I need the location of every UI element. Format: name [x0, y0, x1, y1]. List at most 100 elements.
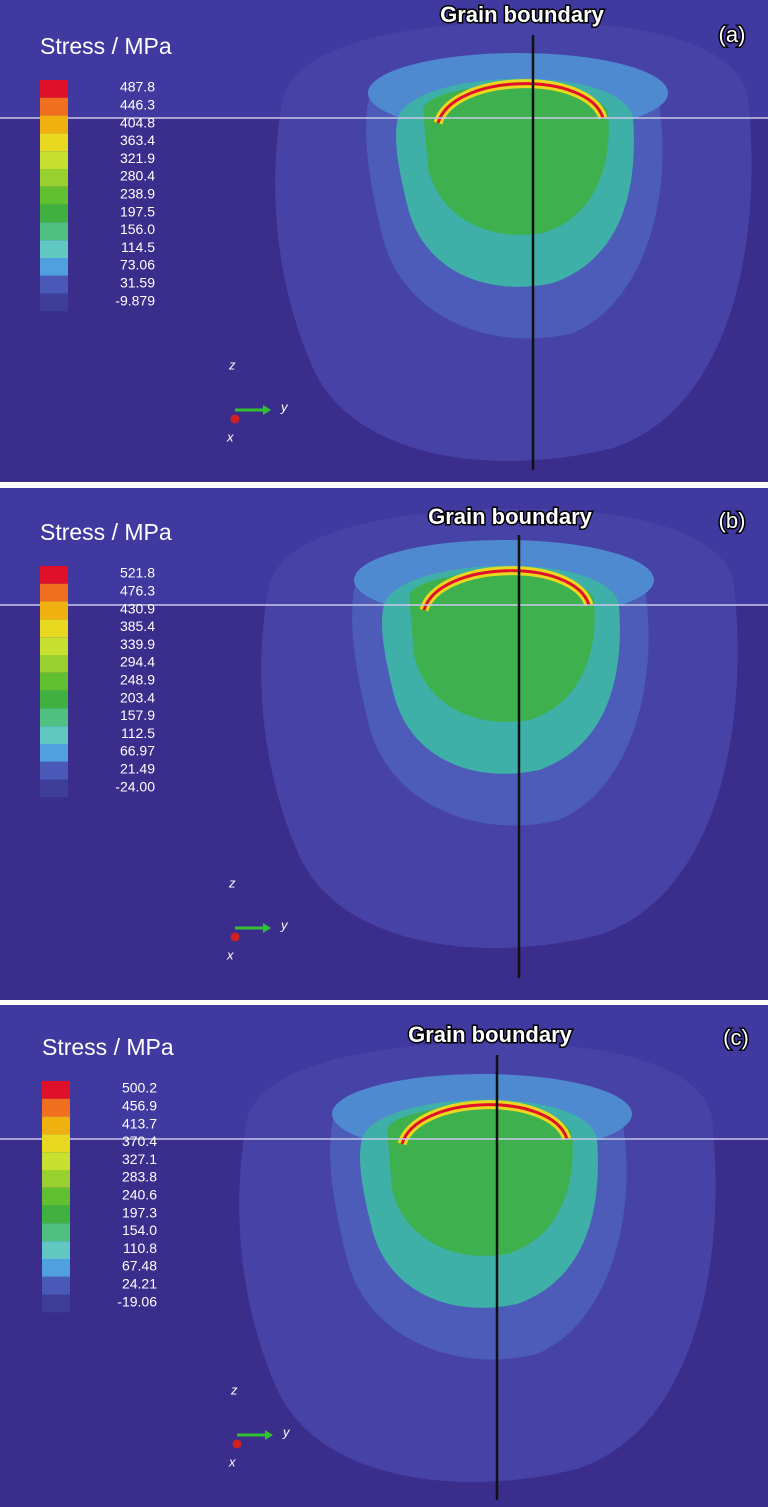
legend-swatch: [40, 204, 68, 223]
legend-swatch: [42, 1116, 70, 1135]
axis-arrowhead-y: [265, 1430, 273, 1440]
legend-value: 321.9: [120, 150, 155, 166]
legend-value: 446.3: [120, 97, 155, 113]
legend-swatch: [42, 1134, 70, 1153]
legend-swatch: [40, 672, 68, 691]
axis-z: z: [228, 875, 236, 890]
annotation: Grain boundary: [428, 504, 593, 529]
legend-swatch: [42, 1098, 70, 1117]
legend-title: Stress / MPa: [40, 519, 172, 545]
legend-swatch: [40, 186, 68, 205]
legend-value: 280.4: [120, 168, 155, 184]
legend-value: 31.59: [120, 275, 155, 291]
legend-swatch: [40, 258, 68, 276]
legend-swatch: [40, 151, 68, 169]
legend-value: 197.5: [120, 203, 155, 219]
legend-swatch: [42, 1241, 70, 1259]
legend-swatch: [40, 601, 68, 620]
legend-value: 413.7: [122, 1115, 157, 1131]
legend-swatch: [40, 690, 68, 709]
axis-dot-x: [232, 1439, 242, 1449]
axis-x: x: [226, 429, 234, 444]
annotation: Grain boundary: [440, 2, 605, 27]
legend-swatch: [40, 169, 68, 187]
legend-value: -19.06: [117, 1293, 157, 1309]
legend-value: 66.97: [120, 743, 155, 759]
legend-swatch: [40, 240, 68, 258]
legend-value: 500.2: [122, 1080, 157, 1096]
legend-value: 67.48: [122, 1258, 157, 1274]
axis-dot-x: [230, 932, 240, 942]
legend-value: 339.9: [120, 636, 155, 652]
axis-z: z: [230, 1382, 238, 1397]
legend-swatch: [40, 744, 68, 762]
legend-swatch: [40, 583, 68, 602]
panel: Grain boundary (a) Stress / MPa 487.8 446.34…: [0, 0, 768, 482]
annotation: Grain boundary: [408, 1022, 573, 1047]
axis-x: x: [228, 1454, 236, 1469]
legend-swatch: [40, 619, 68, 638]
legend-swatch: [42, 1294, 70, 1313]
legend-value: 197.3: [122, 1204, 157, 1220]
legend-value: 476.3: [120, 583, 155, 599]
legend-value: 156.0: [120, 221, 155, 237]
axis-y: y: [280, 917, 289, 932]
legend-swatch: [40, 726, 68, 744]
legend-swatch: [42, 1223, 70, 1242]
legend-title: Stress / MPa: [40, 33, 172, 59]
legend-value: 154.0: [122, 1222, 157, 1238]
legend-swatch: [40, 293, 68, 312]
legend-swatch: [42, 1259, 70, 1277]
legend-value: 404.8: [120, 114, 155, 130]
legend-swatch: [42, 1081, 70, 1099]
panel: Grain boundary (c) Stress / MPa 500.2 456.94…: [0, 1005, 768, 1507]
legend-swatch: [40, 708, 68, 727]
legend-value: 487.8: [120, 79, 155, 95]
legend-swatch: [40, 133, 68, 152]
legend-value: 203.4: [120, 689, 155, 705]
legend-value: 430.9: [120, 600, 155, 616]
legend-swatch: [40, 637, 68, 655]
legend-value: 294.4: [120, 654, 155, 670]
legend-value: 363.4: [120, 132, 155, 148]
contour-green: [409, 572, 595, 722]
legend-value: 283.8: [122, 1169, 157, 1185]
legend-swatch: [40, 115, 68, 134]
legend-value: 24.21: [122, 1276, 157, 1292]
legend-value: -9.879: [115, 292, 155, 308]
legend-value: 21.49: [120, 761, 155, 777]
axis-arrowhead-y: [263, 405, 271, 415]
axis-z: z: [228, 357, 236, 372]
legend-value: 238.9: [120, 186, 155, 202]
axis-y: y: [282, 1424, 291, 1439]
legend-swatch: [40, 761, 68, 780]
contour-green: [387, 1106, 573, 1256]
legend-title: Stress / MPa: [42, 1034, 174, 1060]
legend-value: 248.9: [120, 672, 155, 688]
panel-label: (b): [719, 508, 746, 533]
panel: Grain boundary (b) Stress / MPa 521.8 476.34…: [0, 488, 768, 1000]
legend-swatch: [40, 275, 68, 294]
contour-red: [436, 82, 605, 124]
legend-swatch: [42, 1170, 70, 1188]
panel-label: (c): [723, 1025, 749, 1050]
contour-green: [423, 85, 609, 235]
legend-value: -24.00: [115, 778, 155, 794]
legend-value: 110.8: [123, 1240, 157, 1256]
axis-x: x: [226, 947, 234, 962]
legend-value: 240.6: [122, 1187, 157, 1203]
legend-swatch: [40, 97, 68, 116]
legend-value: 385.4: [120, 618, 155, 634]
legend-value: 327.1: [122, 1151, 157, 1167]
legend-value: 112.5: [121, 725, 155, 741]
axis-y: y: [280, 399, 289, 414]
legend-value: 456.9: [122, 1098, 157, 1114]
legend-swatch: [42, 1152, 70, 1170]
axis-arrowhead-y: [263, 923, 271, 933]
legend-swatch: [40, 566, 68, 584]
legend-swatch: [42, 1276, 70, 1295]
axis-dot-x: [230, 414, 240, 424]
legend-swatch: [40, 222, 68, 241]
panel-label: (a): [719, 22, 746, 47]
